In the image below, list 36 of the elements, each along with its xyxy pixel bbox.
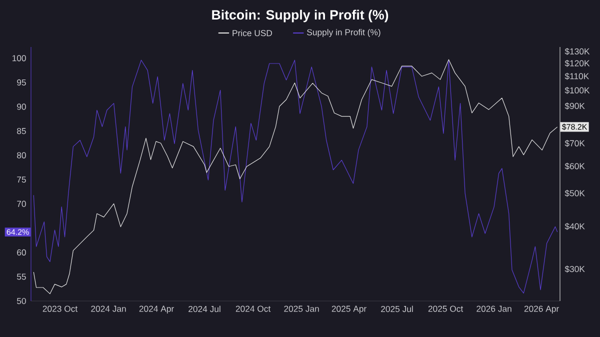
x-tick-label: 2026 Jan <box>476 306 512 312</box>
y2-tick-label: $130K <box>564 48 590 55</box>
y-tick-label: 80 <box>17 152 26 158</box>
y-tick-label: 60 <box>17 249 26 256</box>
x-tick-label: 2024 Jul <box>188 306 220 312</box>
y2-tick-label: $60K <box>564 162 585 170</box>
x-tick-label: 2025 Apr <box>332 306 366 314</box>
y-tick-label: 100 <box>12 55 26 62</box>
chart-title: Bitcoin: Supply in Profit (%) <box>212 10 388 22</box>
y2-tick-label: $110K <box>564 72 590 80</box>
legend-label: Supply in Profit (%) <box>307 28 380 38</box>
legend-label: Price USD <box>232 30 272 36</box>
text: $78.2K <box>562 124 588 130</box>
x-tick-label: 2025 Jan <box>284 306 319 312</box>
y2-tick-label: $100K <box>564 86 590 94</box>
y-tick-label: 90 <box>17 104 26 110</box>
y2-tick-label: $40K <box>564 222 585 230</box>
y-tick-label: 55 <box>17 274 26 280</box>
y2-tick-label: $90K <box>564 102 585 110</box>
x-tick-label: 2024 Jan <box>91 306 126 312</box>
text: 64.2% <box>6 229 29 235</box>
x-tick-label: 2023 Oct <box>42 306 78 312</box>
y-tick-label: 50 <box>17 298 26 304</box>
y2-tick-label: $120K <box>564 60 590 67</box>
x-tick-label: 2026 Apr <box>524 306 559 314</box>
x-tick-label: 2024 Oct <box>236 306 271 312</box>
x-tick-label: 2025 Oct <box>428 306 464 312</box>
y-tick-label: 85 <box>17 128 26 134</box>
x-tick-label: 2024 Apr <box>139 306 174 314</box>
y-tick-label: 70 <box>17 200 26 207</box>
x-tick-label: 2025 Jul <box>381 306 413 312</box>
y2-tick-label: $30K <box>564 266 585 273</box>
y-tick-label: 95 <box>17 79 26 86</box>
y2-tick-label: $70K <box>564 140 585 147</box>
y-tick-label: 75 <box>17 176 26 183</box>
y2-tick-label: $50K <box>564 190 585 197</box>
